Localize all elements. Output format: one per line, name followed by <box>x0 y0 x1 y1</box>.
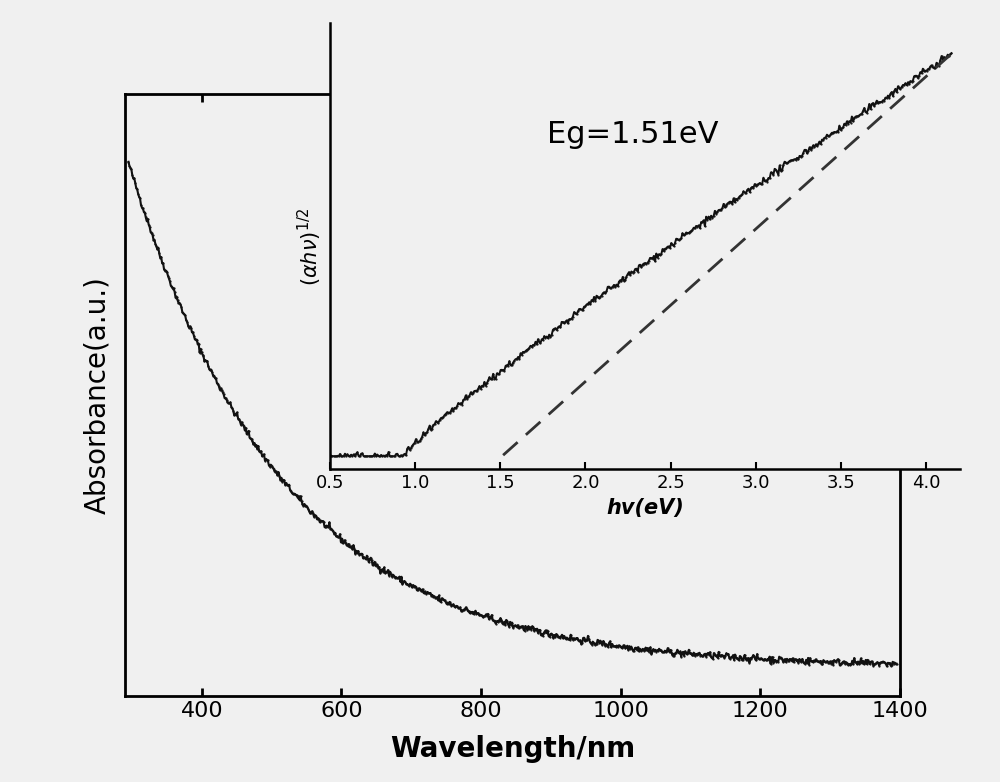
X-axis label: Wavelength/nm: Wavelength/nm <box>390 735 635 762</box>
Y-axis label: $(\alpha h\nu)^{1/2}$: $(\alpha h\nu)^{1/2}$ <box>296 207 324 285</box>
Text: Eg=1.51eV: Eg=1.51eV <box>547 120 718 149</box>
X-axis label: hv(eV): hv(eV) <box>606 497 684 518</box>
Y-axis label: Absorbance(a.u.): Absorbance(a.u.) <box>83 276 111 514</box>
